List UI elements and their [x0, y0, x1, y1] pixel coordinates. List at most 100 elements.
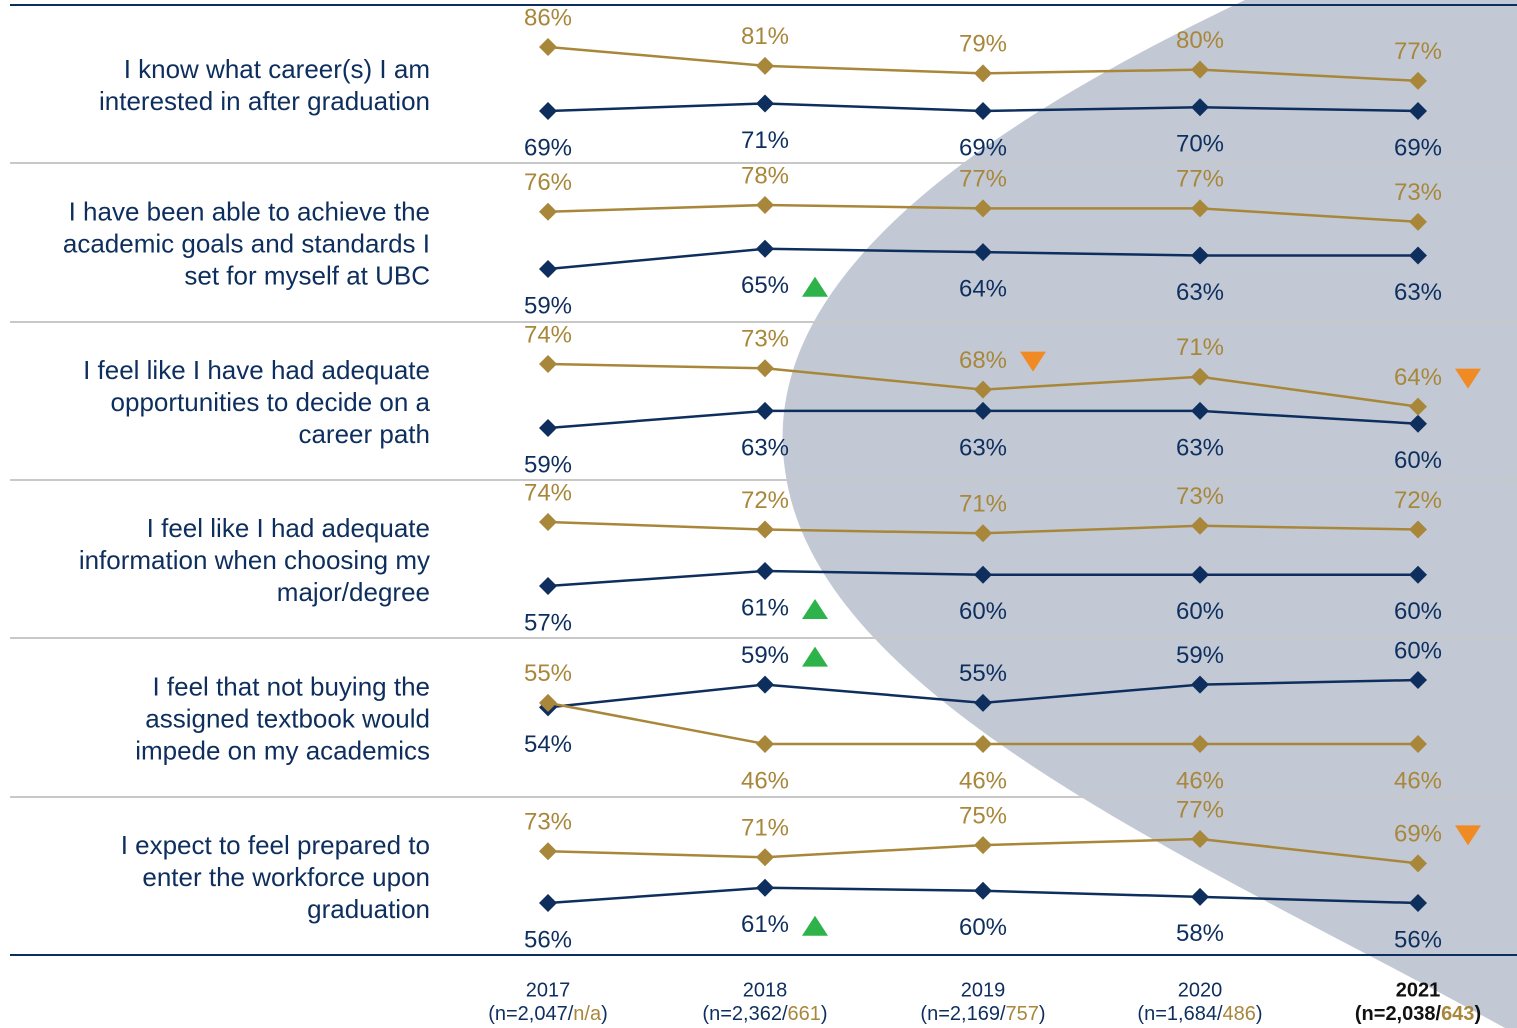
data-point	[539, 202, 557, 221]
value-label: 73%	[1176, 483, 1224, 510]
value-label: 69%	[524, 134, 572, 161]
sample-size-part: 643	[1441, 1003, 1474, 1025]
value-label: 56%	[524, 926, 572, 953]
value-label: 73%	[524, 809, 572, 836]
value-label: 59%	[1176, 642, 1224, 669]
data-point	[756, 94, 774, 113]
value-label: 57%	[524, 609, 572, 636]
value-label: 65%	[741, 272, 789, 299]
data-point	[974, 565, 992, 584]
data-point	[1409, 71, 1427, 90]
data-point	[1191, 675, 1209, 694]
sample-size-part: 2,169	[950, 1003, 1000, 1025]
row-label: impede on my academics	[135, 735, 430, 765]
value-label: 73%	[1394, 179, 1442, 206]
value-label: 72%	[1394, 487, 1442, 514]
data-point	[1191, 887, 1209, 906]
value-label: 58%	[1176, 920, 1224, 947]
sample-size-part: 757	[1006, 1003, 1039, 1025]
sample-size-part: (n=	[1137, 1003, 1166, 1025]
data-point	[1409, 520, 1427, 539]
increase-marker	[802, 646, 828, 667]
data-point	[974, 735, 992, 753]
value-label: 59%	[524, 451, 572, 478]
data-point	[756, 359, 774, 378]
increase-marker	[802, 915, 828, 936]
sample-size-part: n/a	[573, 1003, 602, 1025]
value-label: 56%	[1394, 926, 1442, 953]
row-label: set for myself at UBC	[184, 260, 430, 290]
decrease-marker	[1455, 368, 1481, 389]
data-point	[1409, 414, 1427, 433]
year-label: 2019	[961, 979, 1006, 1001]
data-point	[974, 102, 992, 120]
value-label: 60%	[1394, 598, 1442, 625]
data-point	[539, 102, 557, 120]
value-label: 86%	[524, 4, 572, 31]
row-label: major/degree	[277, 577, 430, 607]
sample-size-part: 1,684	[1167, 1003, 1217, 1025]
value-label: 79%	[959, 31, 1007, 58]
value-label: 73%	[741, 326, 789, 353]
data-point	[539, 419, 557, 437]
row-label: assigned textbook would	[145, 703, 430, 733]
year-label: 2021	[1396, 979, 1441, 1001]
value-label: 71%	[741, 127, 789, 154]
data-point	[756, 401, 774, 420]
data-point	[539, 842, 557, 861]
value-label: 63%	[1176, 279, 1224, 306]
decrease-marker	[1020, 351, 1046, 372]
value-label: 63%	[959, 434, 1007, 461]
data-point	[1191, 60, 1209, 79]
value-label: 59%	[524, 292, 572, 319]
value-label: 69%	[1394, 821, 1442, 848]
data-point	[1191, 199, 1209, 218]
value-label: 75%	[959, 802, 1007, 829]
sample-size-part: /	[1000, 1003, 1006, 1025]
data-point	[1409, 671, 1427, 689]
sample-size-part: /	[568, 1003, 574, 1025]
sample-size-part: 661	[788, 1003, 821, 1025]
data-point	[1409, 894, 1427, 912]
data-point	[1191, 565, 1209, 584]
value-label: 72%	[741, 487, 789, 514]
sample-size-part: 2,362	[732, 1003, 782, 1025]
value-label: 81%	[741, 23, 789, 50]
data-point	[974, 524, 992, 543]
value-label: 77%	[959, 166, 1007, 193]
sample-size-part: (n=	[488, 1003, 517, 1025]
data-point	[974, 693, 992, 712]
value-label: 77%	[1176, 166, 1224, 193]
data-point	[1191, 401, 1209, 420]
value-label: 60%	[1176, 598, 1224, 625]
row-label: I expect to feel prepared to	[121, 830, 430, 860]
data-point	[1409, 102, 1427, 120]
sample-size: (n=2,047/n/a)	[488, 1003, 608, 1025]
value-label: 46%	[1176, 767, 1224, 794]
data-point	[974, 881, 992, 900]
data-point	[756, 735, 774, 753]
background-swoosh	[782, 0, 1517, 1028]
value-label: 61%	[741, 911, 789, 938]
value-label: 60%	[959, 914, 1007, 941]
value-label: 63%	[1394, 279, 1442, 306]
data-point	[756, 878, 774, 897]
value-label: 76%	[524, 169, 572, 196]
value-label: 59%	[741, 642, 789, 669]
year-label: 2017	[526, 979, 571, 1001]
data-point	[1409, 735, 1427, 753]
data-point	[1191, 516, 1209, 535]
data-point	[539, 260, 557, 278]
value-label: 64%	[959, 276, 1007, 303]
data-point	[756, 561, 774, 580]
value-label: 63%	[741, 434, 789, 461]
value-label: 78%	[741, 162, 789, 189]
sample-size-part: )	[601, 1003, 608, 1025]
data-point	[974, 836, 992, 855]
data-point	[756, 675, 774, 694]
value-label: 60%	[1394, 447, 1442, 474]
data-point	[1409, 212, 1427, 231]
row-label: I have been able to achieve the	[69, 196, 430, 226]
sample-size-part: /	[782, 1003, 788, 1025]
